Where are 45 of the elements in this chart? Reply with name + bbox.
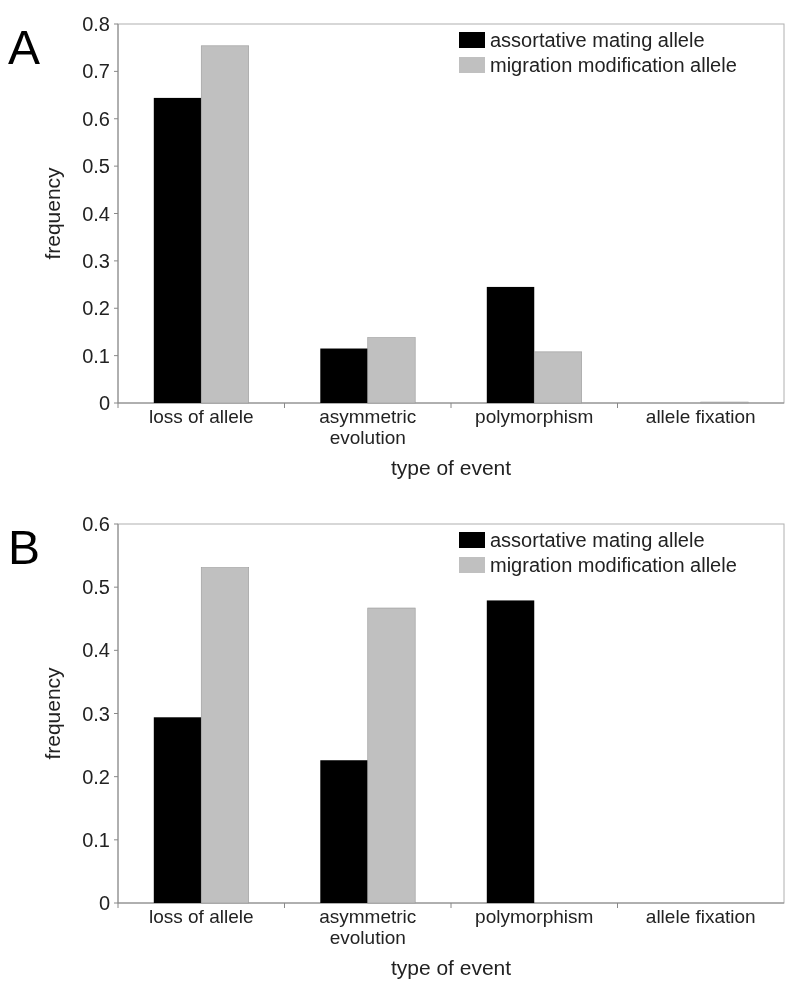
y-tick-label: 0.5 xyxy=(82,155,110,178)
x-tick-label: loss of allele xyxy=(148,906,254,927)
y-tick-label: 0.2 xyxy=(82,297,110,320)
y-tick-label: 0.1 xyxy=(82,828,110,851)
legend-label: migration modification allele xyxy=(490,554,737,576)
y-axis-title: frequency xyxy=(41,666,64,760)
y-tick-label: 0 xyxy=(98,392,110,414)
y-tick-label: 0.6 xyxy=(82,513,110,535)
y-axis-title: frequency xyxy=(41,166,64,260)
bar xyxy=(367,337,416,404)
chart-title: B xyxy=(8,521,41,574)
bar xyxy=(200,45,249,404)
bar xyxy=(320,760,368,903)
y-tick-label: 0.2 xyxy=(82,765,110,788)
x-tick-label: polymorphism xyxy=(475,906,594,927)
bar xyxy=(367,607,416,904)
y-tick-label: 0.3 xyxy=(82,249,110,272)
y-tick-label: 0.6 xyxy=(82,107,110,130)
bar xyxy=(486,286,535,403)
x-tick-label: allele fixation xyxy=(645,906,756,927)
x-tick-label: loss of allele xyxy=(148,406,254,427)
x-tick-label: allele fixation xyxy=(645,406,756,427)
y-tick-label: 0.4 xyxy=(82,639,110,662)
y-tick-label: 0.7 xyxy=(82,60,110,83)
bar xyxy=(533,351,582,404)
y-tick-label: 0.4 xyxy=(82,202,110,225)
legend-label: assortative mating allele xyxy=(490,29,705,51)
bar xyxy=(320,348,368,403)
x-axis-title: type of event xyxy=(390,956,512,979)
y-tick-label: 0 xyxy=(98,892,110,914)
bar xyxy=(153,717,202,903)
bar xyxy=(486,600,535,903)
y-tick-label: 0.5 xyxy=(82,576,110,599)
bar xyxy=(153,97,202,403)
y-tick-label: 0.8 xyxy=(82,13,110,35)
x-tick-label: polymorphism xyxy=(475,406,594,427)
bar xyxy=(200,567,249,904)
x-axis-title: type of event xyxy=(390,456,512,479)
chart-title: A xyxy=(8,21,41,74)
x-tick-label: asymmetric evolution xyxy=(319,906,417,948)
legend-label: assortative mating allele xyxy=(490,529,705,551)
y-tick-label: 0.1 xyxy=(82,344,110,367)
x-tick-label: asymmetric evolution xyxy=(319,406,417,448)
legend-label: migration modification allele xyxy=(490,54,737,76)
y-tick-label: 0.3 xyxy=(82,702,110,725)
